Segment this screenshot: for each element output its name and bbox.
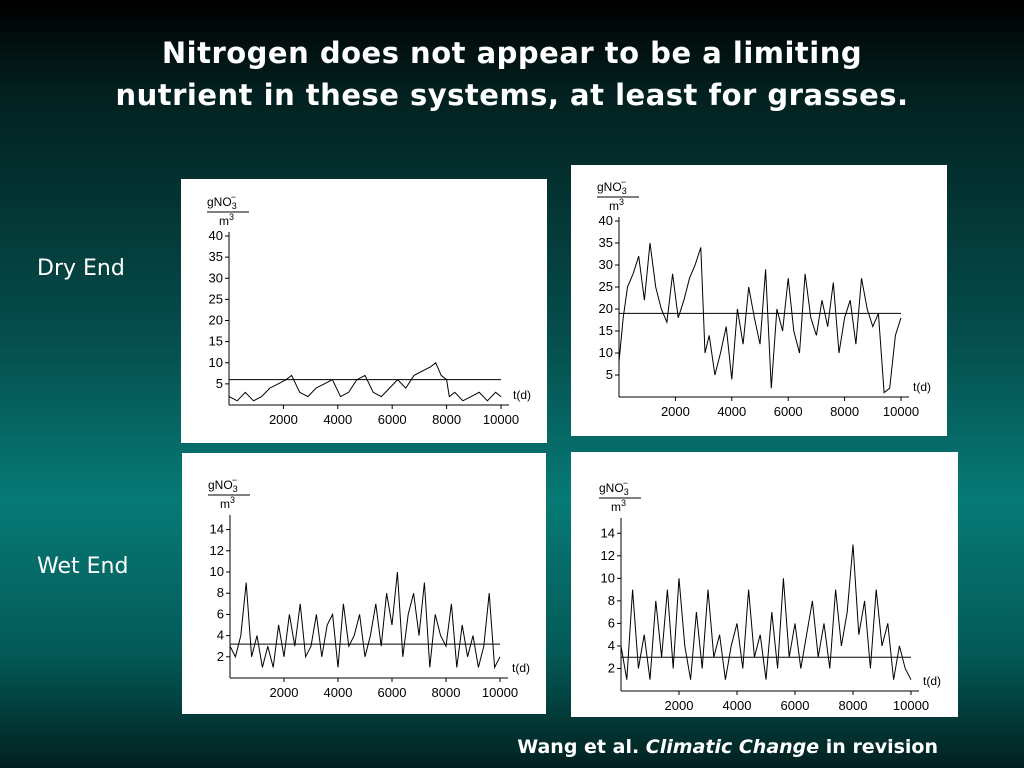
chart-wet-left: gNO3−m3 2 4 6 8 10 12 14 2000 4000 6000 8000 10000 t(…: [208, 475, 530, 700]
y-tick-label: 4: [217, 628, 224, 643]
y-tick-label: 12: [601, 548, 615, 563]
x-tick-label: 4000: [723, 698, 752, 713]
y-tick-label: 30: [599, 257, 613, 272]
y-tick-label: 6: [608, 615, 615, 630]
x-tick-label: 6000: [774, 404, 803, 419]
x-tick-label: 6000: [378, 412, 407, 427]
y-axis-label-denominator: m3: [220, 495, 235, 511]
y-tick-label: 2: [608, 660, 615, 675]
y-tick-label: 6: [217, 606, 224, 621]
y-tick-label: 10: [209, 355, 223, 370]
x-tick-label: 8000: [830, 404, 859, 419]
y-tick-label: 12: [210, 543, 224, 558]
y-tick-label: 8: [608, 593, 615, 608]
x-tick-label: 10000: [883, 404, 919, 419]
y-axis-label-numerator: gNO3−: [597, 177, 627, 196]
y-tick-label: 20: [599, 301, 613, 316]
x-tick-label: 10000: [482, 685, 518, 700]
y-tick-label: 15: [599, 323, 613, 338]
series-line: [228, 362, 502, 402]
title-line-2: nutrient in these systems, at least for …: [115, 78, 909, 112]
x-tick-label: 2000: [661, 404, 690, 419]
chart-dry-right: gNO3−m3 5 10 15 20 25 30 35 40 2000 4000 6000 8000 10…: [597, 177, 931, 419]
x-tick-label: 8000: [432, 412, 461, 427]
y-tick-label: 35: [599, 235, 613, 250]
citation: Wang et al. Climatic Change in revision: [517, 736, 938, 758]
x-axis-label: t(d): [513, 388, 531, 402]
x-tick-label: 2000: [269, 412, 298, 427]
slide-title: Nitrogen does not appear to be a limitin…: [0, 32, 1024, 116]
row-label-wet: Wet End: [37, 554, 129, 579]
x-axis-label: t(d): [913, 380, 931, 394]
x-tick-label: 2000: [270, 685, 299, 700]
x-tick-label: 10000: [893, 698, 929, 713]
y-tick-label: 10: [599, 345, 613, 360]
x-tick-label: 6000: [378, 685, 407, 700]
citation-journal: Climatic Change: [645, 736, 820, 758]
y-tick-label: 30: [209, 270, 223, 285]
x-axis-label: t(d): [512, 661, 530, 675]
x-axis-label: t(d): [923, 674, 941, 688]
y-tick-label: 4: [608, 638, 615, 653]
y-tick-label: 25: [599, 279, 613, 294]
y-tick-label: 14: [210, 522, 224, 537]
x-tick-label: 8000: [432, 685, 461, 700]
y-axis-label-denominator: m3: [611, 498, 626, 514]
y-tick-label: 2: [217, 649, 224, 664]
x-tick-label: 10000: [483, 412, 519, 427]
y-tick-label: 25: [209, 291, 223, 306]
y-axis-label-numerator: gNO3−: [599, 478, 629, 497]
y-tick-label: 40: [599, 213, 613, 228]
y-tick-label: 5: [606, 367, 613, 382]
chart-panel-wet-right: gNO3− m3 2 4 6 8 10 12 14 2000 4000 6000 8000 10000 t(…: [571, 452, 958, 717]
x-tick-label: 4000: [323, 412, 352, 427]
y-tick-label: 10: [210, 564, 224, 579]
y-tick-label: 5: [216, 376, 223, 391]
series-line: [620, 544, 912, 680]
x-tick-label: 6000: [781, 698, 810, 713]
y-tick-label: 15: [209, 334, 223, 349]
citation-authors: Wang et al.: [517, 736, 646, 758]
chart-dry-left: gNO3−m3 5 10 15 20 25 30 35 40 2000 4000 6000 8000 10…: [207, 192, 531, 427]
y-tick-label: 10: [601, 570, 615, 585]
chart-panel-dry-right: gNO3− m3 5 10 15 20 25 30 35 40 2000 4000 6000 8000 10…: [571, 165, 947, 436]
series-line: [229, 571, 501, 670]
x-tick-label: 8000: [839, 698, 868, 713]
chart-panel-dry-left: gNO3− m3 5 10 15 20 25 30 35 40 2000 4000 6000 8000 10…: [181, 179, 547, 443]
chart-panel-wet-left: gNO3− m3 2 4 6 8 10 12 14 2000 4000 6000 8000 10000 t(…: [182, 453, 546, 714]
y-axis-label-denominator: m3: [609, 197, 624, 213]
y-tick-label: 20: [209, 313, 223, 328]
y-tick-label: 40: [209, 228, 223, 243]
series-line: [618, 242, 902, 394]
x-tick-label: 4000: [717, 404, 746, 419]
y-axis-label-denominator: m3: [219, 212, 234, 228]
x-tick-label: 4000: [324, 685, 353, 700]
y-tick-label: 14: [601, 525, 615, 540]
y-axis-label-numerator: gNO3−: [208, 475, 238, 494]
x-tick-label: 2000: [665, 698, 694, 713]
y-axis-label-numerator: gNO3−: [207, 192, 237, 211]
title-line-1: Nitrogen does not appear to be a limitin…: [161, 36, 863, 70]
chart-wet-right: gNO3−m3 2 4 6 8 10 12 14 2000 4000 6000 8000 10000 t(…: [599, 478, 941, 713]
row-label-dry: Dry End: [37, 256, 125, 281]
y-tick-label: 8: [217, 585, 224, 600]
y-tick-label: 35: [209, 249, 223, 264]
citation-status: in revision: [819, 736, 938, 758]
